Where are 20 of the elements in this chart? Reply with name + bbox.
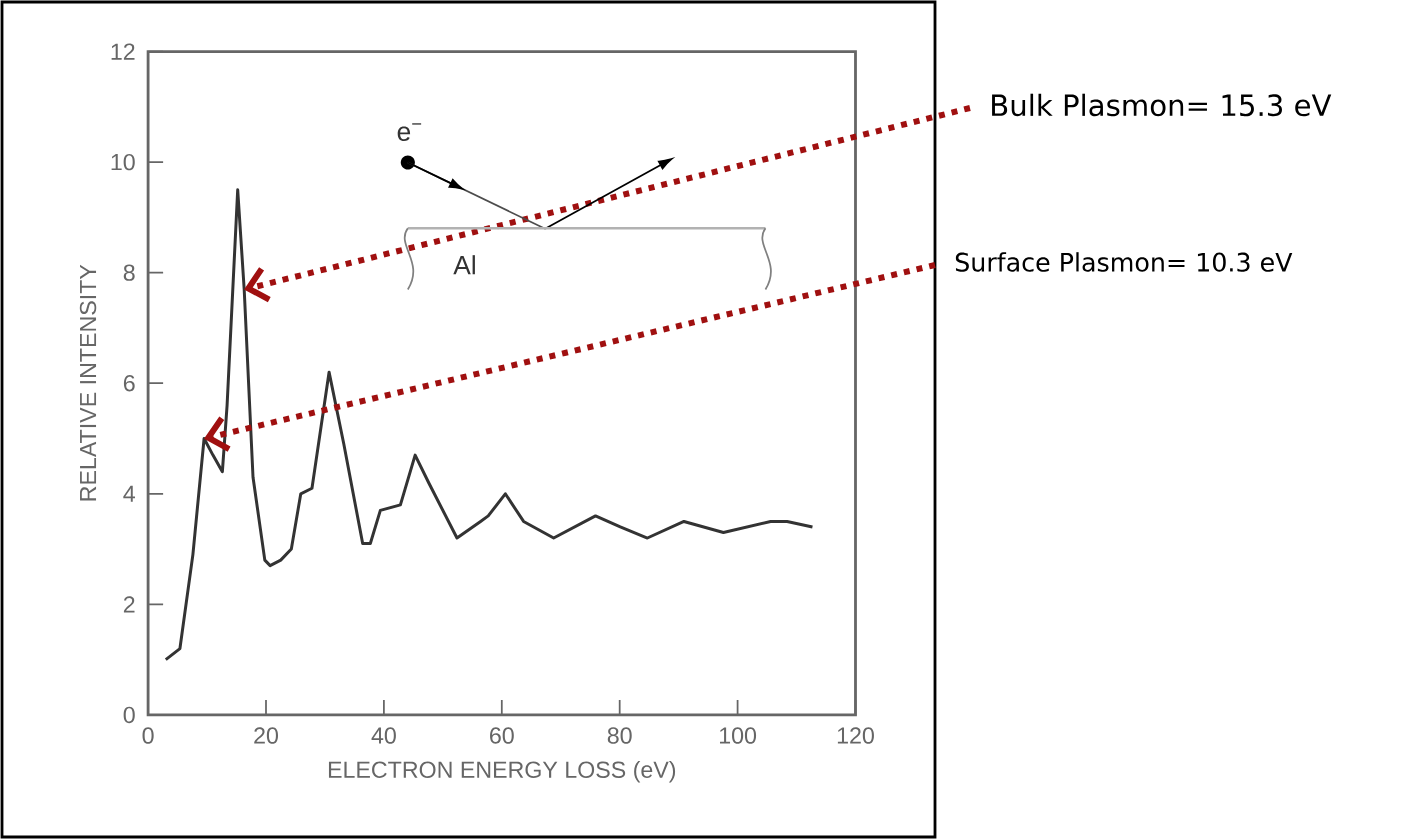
x-tick-label: 20: [254, 727, 279, 744]
x-tick-label: 0: [142, 727, 154, 744]
y-tick-label: 2: [123, 596, 135, 613]
x-tick-label: 80: [607, 727, 632, 744]
annotation: Bulk Plasmon= 15.3 eV: [992, 93, 1332, 117]
annotation: Surface Plasmon= 10.3 eV: [955, 252, 1293, 272]
y-tick-label: 6: [123, 375, 135, 392]
y-tick-label: 4: [123, 485, 135, 502]
annotation: Al: [453, 255, 475, 275]
x-tick-label: 60: [490, 727, 514, 744]
y-axis-title: RELATIVE INTENSITY: [79, 264, 97, 501]
y-tick-label: 12: [111, 43, 135, 60]
x-tick-label: 100: [720, 727, 757, 744]
x-tick-label: 40: [371, 727, 396, 744]
x-tick-label: 120: [837, 727, 874, 744]
annotation: e$^{−}$: [397, 123, 422, 141]
x-axis-title: ELECTRON ENERGY LOSS (eV): [328, 760, 676, 783]
y-tick-label: 10: [111, 153, 135, 171]
y-tick-label: 0: [123, 706, 135, 724]
y-tick-label: 8: [123, 264, 135, 281]
